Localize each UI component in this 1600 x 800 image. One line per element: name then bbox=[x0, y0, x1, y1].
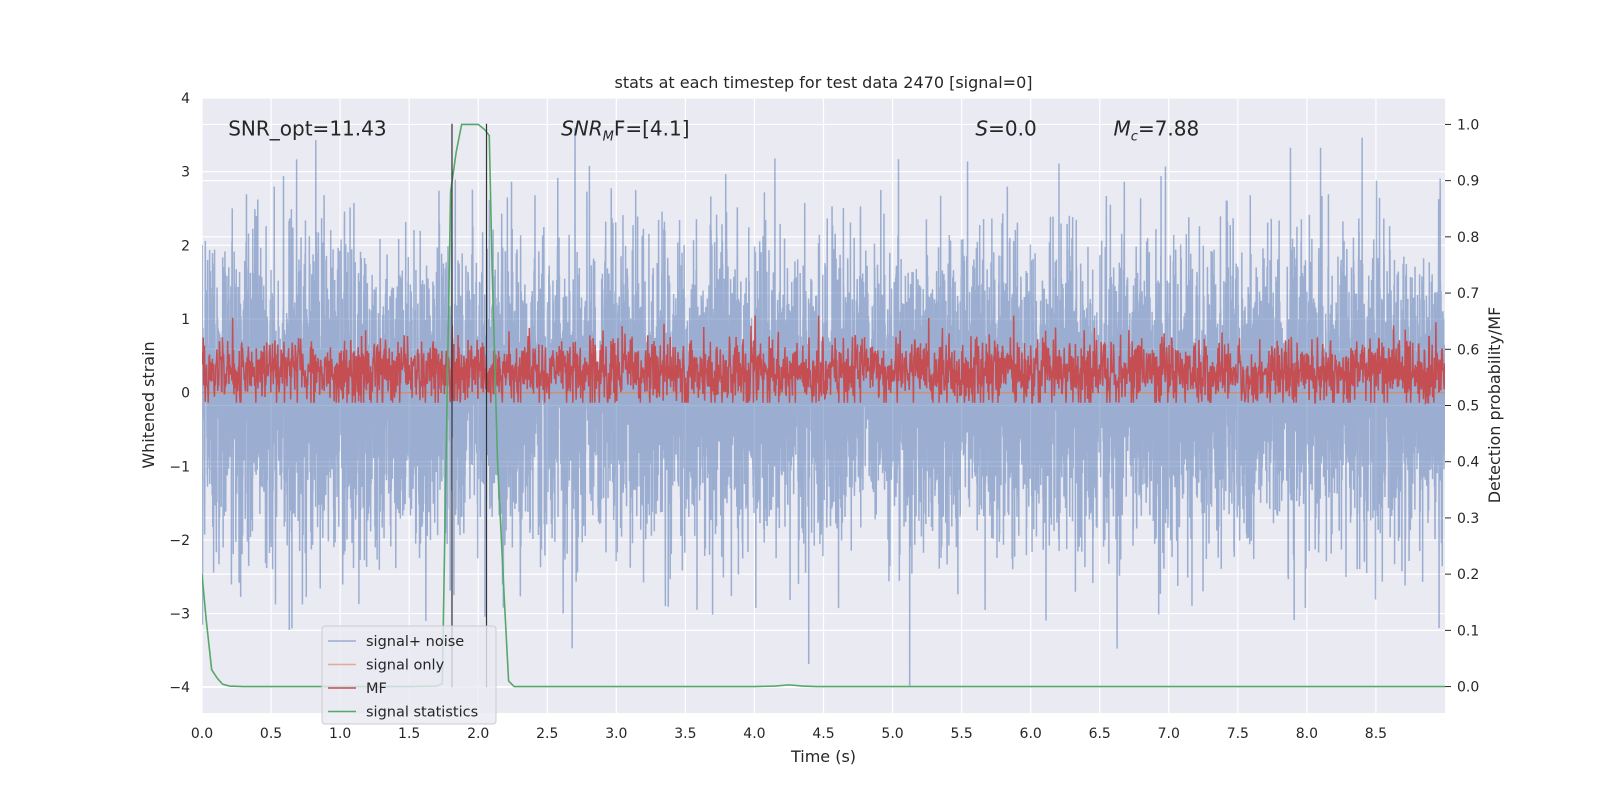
annotations: SNR_opt=11.43 SNRMF=[4.1] S=0.0 Mc=7.88 bbox=[228, 116, 1199, 144]
y-tick-label-left: −1 bbox=[169, 459, 190, 475]
x-tick-label: 6.5 bbox=[1089, 726, 1111, 742]
legend-entry: signal+ noise bbox=[366, 634, 464, 650]
x-tick-label: 4.0 bbox=[743, 726, 765, 742]
y-tick-label-right: 0.9 bbox=[1457, 174, 1479, 190]
y-tick-label-left: −4 bbox=[169, 680, 190, 696]
x-tick-label: 7.5 bbox=[1227, 726, 1249, 742]
y-tick-label-right: 0.0 bbox=[1457, 680, 1479, 696]
y-tick-label-right: 0.1 bbox=[1457, 623, 1479, 639]
x-tick-label: 2.5 bbox=[536, 726, 558, 742]
y-tick-label-left: 4 bbox=[181, 91, 190, 107]
y-tick-label-right: 0.8 bbox=[1457, 230, 1479, 246]
y-tick-label-right: 1.0 bbox=[1457, 117, 1479, 133]
y-tick-label-right: 0.7 bbox=[1457, 286, 1479, 302]
series-layer bbox=[202, 123, 1445, 688]
y-tick-label-left: −2 bbox=[169, 533, 190, 549]
x-axis-label: Time (s) bbox=[790, 747, 856, 766]
y-tick-label-right: 0.3 bbox=[1457, 511, 1479, 527]
x-tick-label: 4.5 bbox=[812, 726, 834, 742]
annotation-text: Mc=7.88 bbox=[1114, 116, 1200, 144]
series-mf bbox=[202, 315, 1445, 406]
y-axis-label-right: Detection probability/MF bbox=[1485, 307, 1504, 504]
x-axis: 0.0 0.5 1.0 1.5 2.0 2.5 3.0 3.5 4.0 4.5 5.0 5.5 6.0 6… bbox=[191, 726, 1387, 742]
x-tick-label: 8.0 bbox=[1296, 726, 1318, 742]
x-tick-label: 7.0 bbox=[1158, 726, 1180, 742]
x-tick-label: 8.5 bbox=[1365, 726, 1387, 742]
y-axis-left: 4 3 2 1 0 −1 −2 −3 −4 bbox=[169, 91, 190, 696]
annotation-text: SNRMF=[4.1] bbox=[561, 116, 689, 144]
y-tick-label-right: 0.2 bbox=[1457, 567, 1479, 583]
legend-entry: MF bbox=[366, 681, 387, 697]
y-tick-label-left: 0 bbox=[181, 386, 190, 402]
y-axis-right: 1.0 0.9 0.8 0.7 0.6 0.5 0.4 0.3 0.2 0.1 0.0 bbox=[1445, 117, 1479, 696]
y-tick-label-left: −3 bbox=[169, 607, 190, 623]
series-signal-statistics bbox=[202, 123, 1445, 688]
x-tick-label: 0.0 bbox=[191, 726, 213, 742]
x-tick-label: 3.5 bbox=[674, 726, 696, 742]
y-tick-label-left: 1 bbox=[181, 312, 190, 328]
legend-entry: signal only bbox=[366, 658, 445, 674]
x-tick-label: 6.0 bbox=[1020, 726, 1042, 742]
legend: signal+ noise signal only MF signal statist… bbox=[321, 625, 497, 725]
annotation-text: SNR_opt=11.43 bbox=[228, 116, 386, 140]
x-tick-label: 0.5 bbox=[260, 726, 282, 742]
y-tick-label-right: 0.5 bbox=[1457, 399, 1479, 415]
x-tick-label: 1.5 bbox=[398, 726, 420, 742]
annotation-text: S=0.0 bbox=[975, 116, 1036, 140]
x-tick-label: 2.0 bbox=[467, 726, 489, 742]
legend-box bbox=[321, 625, 497, 725]
y-tick-label-right: 0.4 bbox=[1457, 455, 1479, 471]
y-tick-label-left: 3 bbox=[181, 165, 190, 181]
legend-entry: signal statistics bbox=[366, 705, 478, 721]
y-axis-label-left: Whitened strain bbox=[139, 341, 158, 468]
x-tick-label: 1.0 bbox=[329, 726, 351, 742]
x-tick-label: 5.0 bbox=[881, 726, 903, 742]
chart-title: stats at each timestep for test data 247… bbox=[614, 73, 1032, 92]
x-tick-label: 3.0 bbox=[605, 726, 627, 742]
y-tick-label-left: 2 bbox=[181, 238, 190, 254]
x-tick-label: 5.5 bbox=[950, 726, 972, 742]
y-tick-label-right: 0.6 bbox=[1457, 342, 1479, 358]
